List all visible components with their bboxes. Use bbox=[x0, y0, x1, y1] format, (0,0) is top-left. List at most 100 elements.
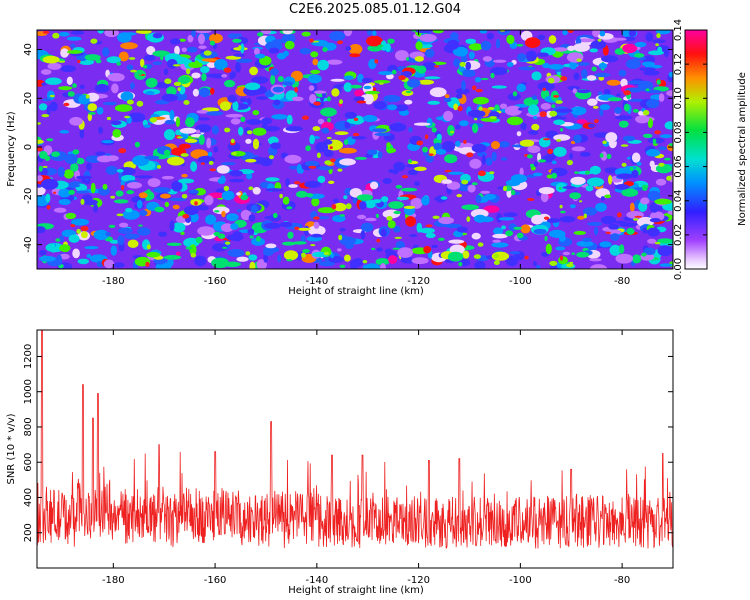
heatmap-cell bbox=[282, 81, 294, 86]
heatmap-cell bbox=[505, 230, 514, 237]
heatmap-cell bbox=[279, 193, 283, 199]
heatmap-cell bbox=[120, 42, 138, 50]
snr-x-tick-label: -180 bbox=[102, 575, 125, 586]
heatmap-cell bbox=[448, 239, 465, 244]
heatmap-cell bbox=[616, 173, 634, 179]
heatmap-cell bbox=[492, 233, 508, 239]
heatmap-cell bbox=[600, 215, 617, 225]
heatmap-cell bbox=[339, 158, 356, 166]
heatmap-cell bbox=[42, 55, 60, 64]
heatmap-cell bbox=[576, 58, 582, 62]
heatmap-cell bbox=[51, 243, 56, 253]
heatmap-cell bbox=[493, 253, 500, 259]
heatmap-cell bbox=[600, 196, 606, 201]
heatmap-cell bbox=[495, 38, 501, 49]
snr-y-tick-label: 200 bbox=[23, 523, 34, 542]
heatmap-cell bbox=[624, 36, 636, 42]
heatmap-cell bbox=[421, 195, 430, 206]
heatmap-y-axis: -40 -20 0 20 40 bbox=[23, 43, 673, 253]
heatmap-cell bbox=[102, 101, 118, 106]
heatmap-cell bbox=[585, 185, 594, 192]
heatmap-cell bbox=[579, 151, 591, 157]
heatmap-cell bbox=[66, 76, 73, 86]
heatmap-cell bbox=[372, 30, 377, 37]
heatmap-cell bbox=[153, 187, 171, 194]
heatmap-cell bbox=[480, 77, 489, 81]
heatmap-cell bbox=[635, 115, 650, 124]
heatmap-cell bbox=[543, 138, 550, 141]
heatmap-cell bbox=[424, 134, 429, 140]
heatmap-cell bbox=[161, 93, 178, 102]
heatmap-cell bbox=[286, 114, 293, 125]
heatmap-cell bbox=[339, 227, 346, 232]
heatmap-cell bbox=[42, 165, 48, 168]
heatmap-cell bbox=[395, 184, 403, 189]
heatmap-cell bbox=[191, 30, 196, 37]
heatmap-cell bbox=[433, 142, 443, 151]
heatmap-cell bbox=[255, 53, 266, 59]
heatmap-cell bbox=[263, 253, 269, 263]
heatmap-cell bbox=[589, 48, 598, 53]
heatmap-cell bbox=[395, 50, 409, 61]
heatmap-cell bbox=[176, 251, 181, 256]
heatmap-cell bbox=[376, 238, 381, 243]
heatmap-cell bbox=[262, 249, 274, 256]
heatmap-cell bbox=[409, 234, 418, 237]
heatmap-cell bbox=[405, 216, 416, 227]
heatmap-cell bbox=[576, 119, 588, 124]
heatmap-cell bbox=[471, 143, 487, 153]
heatmap-cell bbox=[427, 100, 441, 105]
heatmap-cell bbox=[285, 178, 290, 187]
heatmap-cell bbox=[250, 204, 259, 214]
heatmap-cell bbox=[294, 181, 301, 185]
heatmap-cell bbox=[322, 47, 328, 52]
heatmap-cell bbox=[198, 45, 207, 49]
heatmap-cell bbox=[118, 51, 129, 62]
heatmap-cell bbox=[489, 171, 495, 175]
heatmap-cell bbox=[428, 153, 434, 156]
heatmap-cell bbox=[373, 101, 387, 110]
heatmap-cell bbox=[621, 162, 627, 167]
heatmap-cell bbox=[607, 229, 622, 235]
heatmap-cell bbox=[382, 178, 392, 184]
heatmap-cell bbox=[344, 111, 357, 119]
heatmap-cell bbox=[147, 178, 161, 188]
heatmap-cell bbox=[594, 72, 611, 78]
heatmap-cell bbox=[209, 87, 215, 95]
heatmap-cell bbox=[354, 89, 364, 97]
heatmap-cell bbox=[282, 196, 290, 205]
heatmap-cell bbox=[559, 255, 564, 261]
heatmap-cell bbox=[528, 130, 539, 135]
heatmap-cell bbox=[86, 162, 92, 171]
heatmap-cell bbox=[187, 34, 194, 43]
heatmap-cell bbox=[37, 185, 46, 196]
heatmap-cell bbox=[479, 30, 488, 34]
heatmap-cell bbox=[618, 120, 629, 128]
heatmap-cell bbox=[352, 132, 360, 137]
heatmap-cell bbox=[76, 228, 81, 234]
heatmap-cell bbox=[614, 48, 625, 55]
heatmap-cell bbox=[58, 198, 71, 206]
heatmap-cell bbox=[648, 50, 664, 56]
heatmap-cell bbox=[52, 32, 60, 39]
heatmap-cell bbox=[371, 247, 376, 251]
heatmap-cell bbox=[567, 30, 574, 33]
heatmap-cell bbox=[559, 204, 563, 209]
heatmap-cell bbox=[60, 48, 69, 58]
heatmap-cell bbox=[576, 240, 594, 247]
heatmap-cell bbox=[348, 44, 363, 55]
heatmap-cell bbox=[343, 195, 348, 200]
heatmap-cell bbox=[440, 196, 448, 200]
heatmap-cells bbox=[37, 30, 673, 269]
heatmap-cell bbox=[640, 197, 650, 205]
heatmap-cell bbox=[423, 245, 432, 254]
heatmap-cell bbox=[485, 157, 493, 166]
heatmap-cell bbox=[362, 260, 368, 264]
heatmap-cell bbox=[58, 86, 73, 91]
heatmap-cell bbox=[474, 117, 478, 121]
heatmap-cell bbox=[356, 214, 367, 220]
heatmap-cell bbox=[226, 213, 239, 222]
heatmap-cell bbox=[491, 141, 500, 150]
heatmap-x-axis: -180 -160 -140 -120 -100 -80 bbox=[102, 30, 630, 287]
